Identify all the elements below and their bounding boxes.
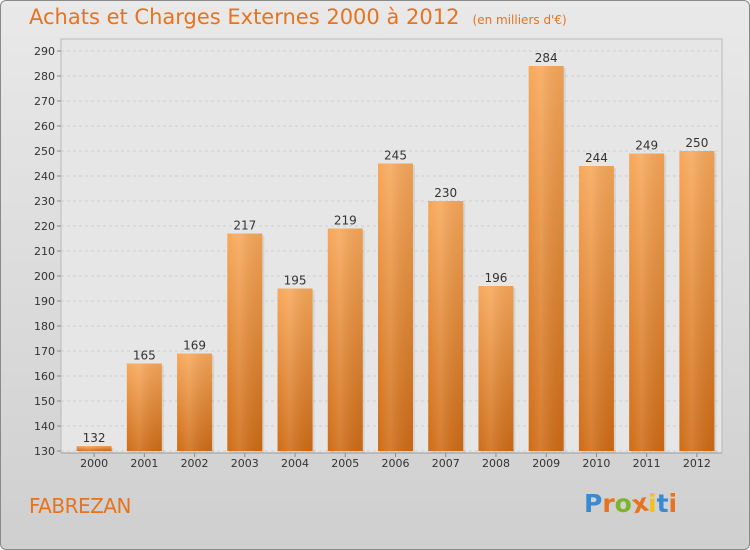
bar-shine xyxy=(378,163,413,451)
data-label: 244 xyxy=(585,151,608,165)
bar-shine xyxy=(478,286,514,451)
bar-shine xyxy=(629,153,665,451)
data-label: 230 xyxy=(434,186,457,200)
chart-subtitle: (en milliers d'€) xyxy=(472,13,567,27)
y-tick-label: 200 xyxy=(34,270,55,283)
title-row: Achats et Charges Externes 2000 à 2012 (… xyxy=(29,5,567,29)
x-tick-label: 2004 xyxy=(281,457,309,470)
logo-letter: r xyxy=(602,489,615,518)
data-label: 250 xyxy=(685,136,708,150)
y-tick-label: 290 xyxy=(34,45,55,58)
y-tick-label: 280 xyxy=(34,70,55,83)
x-tick-label: 2000 xyxy=(80,457,108,470)
y-tick-label: 220 xyxy=(34,220,55,233)
y-tick-label: 140 xyxy=(34,420,55,433)
bar-shine xyxy=(76,446,112,451)
x-tick-label: 2006 xyxy=(382,457,410,470)
bar-shine xyxy=(227,233,263,451)
x-tick-label: 2011 xyxy=(633,457,661,470)
bars: 132 165 169 217 195 219 245 230 196 284 244 249 250 xyxy=(76,51,717,453)
y-tick-label: 250 xyxy=(34,145,55,158)
logo-letter: o xyxy=(614,489,632,518)
logo-letter: t xyxy=(656,489,669,518)
y-axis: 130 140 150 160 170 180 190 200 210 220 230 240 250 2… xyxy=(34,45,61,458)
y-tick-label: 260 xyxy=(34,120,55,133)
bar-shine xyxy=(428,201,464,451)
bar-shine xyxy=(126,363,162,451)
bar-shine xyxy=(578,166,614,451)
bar-shine xyxy=(679,151,715,451)
y-tick-label: 150 xyxy=(34,395,55,408)
y-tick-label: 190 xyxy=(34,295,55,308)
x-tick-label: 2002 xyxy=(181,457,209,470)
logo-letter: P xyxy=(584,489,603,518)
data-label: 165 xyxy=(133,349,156,363)
logo-letter: i xyxy=(648,489,657,518)
x-tick-label: 2001 xyxy=(130,457,158,470)
x-tick-label: 2012 xyxy=(683,457,711,470)
x-tick-label: 2003 xyxy=(231,457,259,470)
chart-title: Achats et Charges Externes 2000 à 2012 xyxy=(29,5,460,29)
data-label: 169 xyxy=(183,339,206,353)
data-label: 245 xyxy=(384,149,407,163)
data-label: 132 xyxy=(83,431,106,445)
x-tick-label: 2008 xyxy=(482,457,510,470)
logo-letter: i xyxy=(668,489,678,518)
bar-shine xyxy=(277,288,313,451)
y-tick-label: 230 xyxy=(34,195,55,208)
y-tick-label: 240 xyxy=(34,170,55,183)
data-label: 219 xyxy=(334,214,357,228)
bar-shine xyxy=(177,353,213,451)
x-axis: 2000 2001 2002 2003 2004 2005 2006 2007 2008 2009… xyxy=(61,452,722,470)
x-tick-label: 2010 xyxy=(582,457,610,470)
x-tick-label: 2005 xyxy=(331,457,359,470)
y-tick-label: 130 xyxy=(34,445,55,458)
y-tick-label: 180 xyxy=(34,320,55,333)
proxiti-logo: Proxiti xyxy=(584,488,678,520)
data-label: 284 xyxy=(535,51,558,65)
x-tick-label: 2007 xyxy=(432,457,460,470)
y-tick-label: 210 xyxy=(34,245,55,258)
bar-shine xyxy=(327,228,363,451)
data-label: 196 xyxy=(485,271,508,285)
y-tick-label: 170 xyxy=(34,345,55,358)
data-label: 249 xyxy=(635,139,658,153)
data-label: 217 xyxy=(233,219,256,233)
y-tick-label: 160 xyxy=(34,370,55,383)
bar-shine xyxy=(528,66,564,451)
data-label: 195 xyxy=(284,274,307,288)
y-tick-label: 270 xyxy=(34,95,55,108)
commune-name: FABREZAN xyxy=(29,494,131,518)
x-tick-label: 2009 xyxy=(532,457,560,470)
